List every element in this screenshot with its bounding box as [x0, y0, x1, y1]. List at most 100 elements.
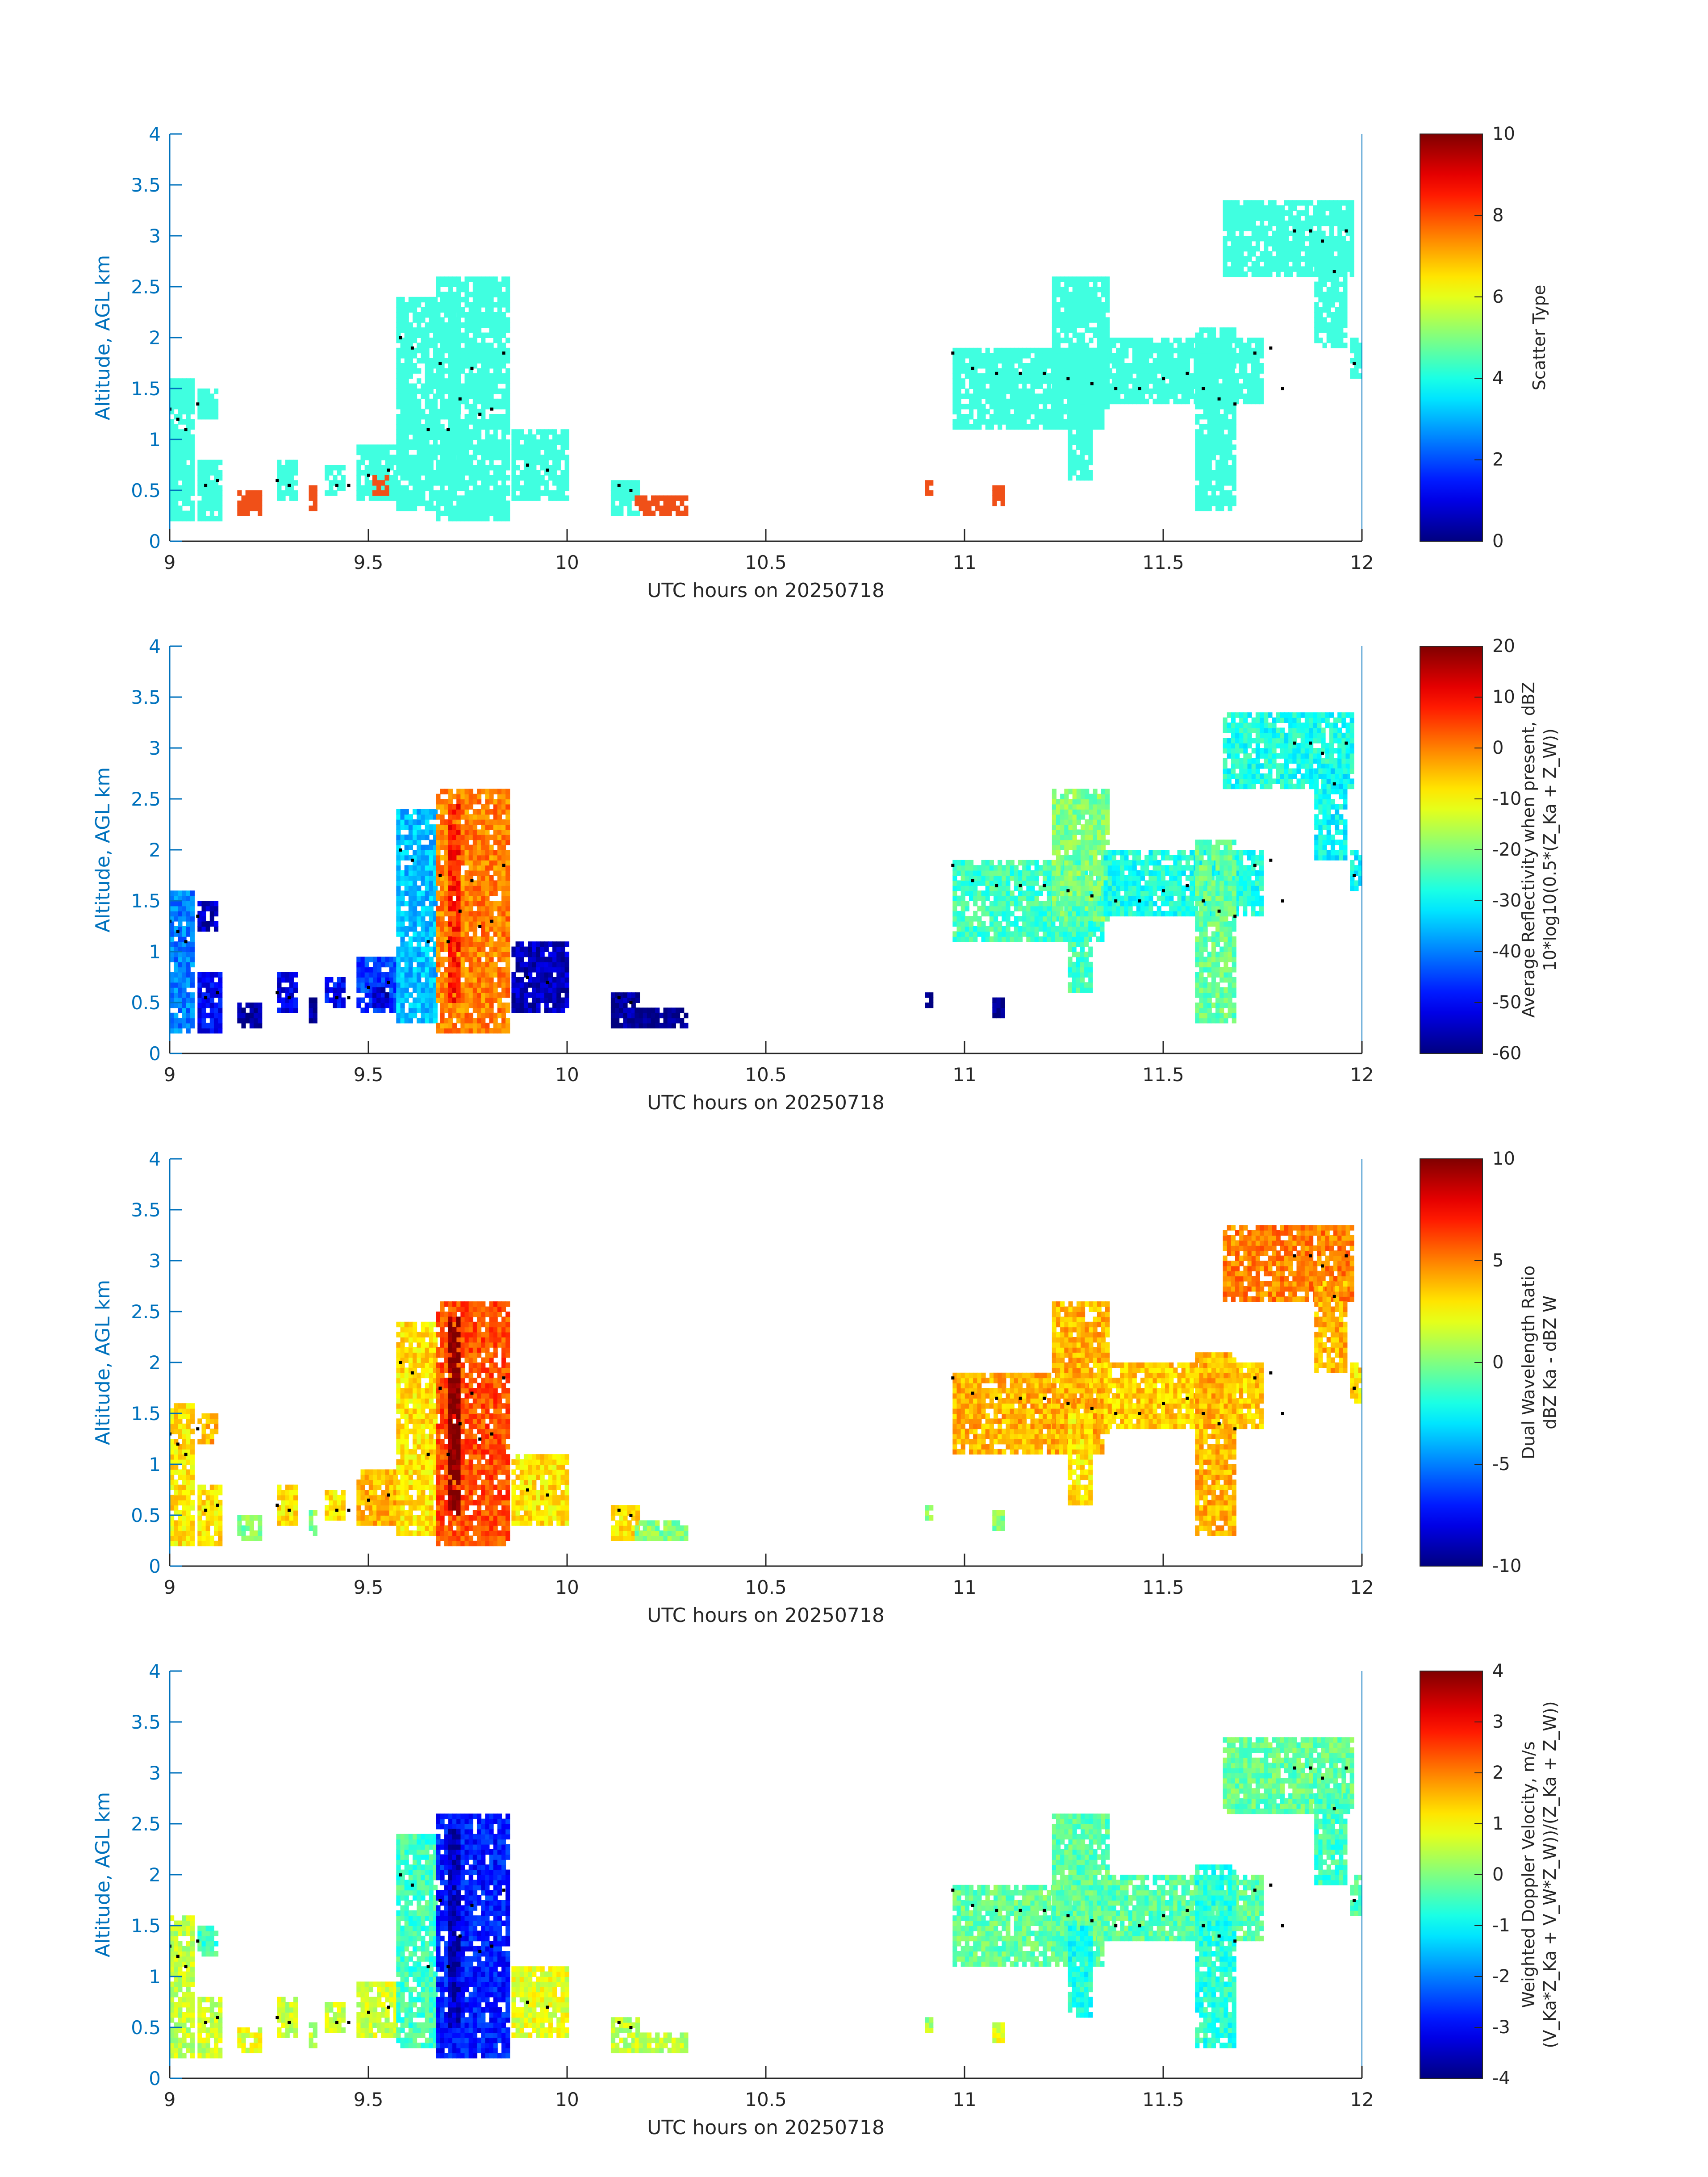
echo-cell — [1093, 327, 1098, 333]
echo-cell — [1314, 312, 1319, 318]
echo-cell — [1309, 215, 1314, 221]
echo-cell — [429, 506, 434, 511]
echo-cell — [360, 449, 365, 455]
echo-cell — [1333, 220, 1338, 226]
echo-cell — [460, 383, 465, 389]
echo-cell — [1228, 465, 1232, 471]
echo-cell — [519, 495, 524, 501]
echo-cell — [452, 281, 457, 287]
echo-cell — [421, 353, 426, 359]
echo-cell — [440, 500, 445, 506]
echo-cell — [1056, 378, 1061, 384]
echo-cell — [472, 393, 477, 399]
echo-cell — [977, 404, 982, 409]
echo-cell — [400, 931, 405, 937]
echo-cell — [1228, 368, 1232, 374]
y-tick-label: 1.5 — [131, 378, 161, 400]
echo-cell — [245, 1018, 250, 1024]
echo-cell — [1325, 236, 1330, 242]
echo-cell — [249, 1003, 254, 1008]
echo-cell — [476, 332, 482, 338]
echo-cell — [412, 465, 418, 471]
echo-cell — [396, 834, 401, 840]
echo-cell — [452, 383, 457, 389]
echo-cell — [1272, 261, 1277, 267]
echo-cell — [1326, 302, 1331, 308]
echo-cell — [540, 439, 545, 445]
echo-cell — [404, 485, 409, 491]
echo-cell — [536, 455, 541, 460]
echo-cell — [548, 470, 553, 476]
echo-region-14 — [610, 480, 640, 516]
echo-cell — [1288, 220, 1293, 226]
echo-cell — [186, 439, 191, 445]
echo-cell — [501, 281, 506, 287]
echo-cell — [1227, 220, 1232, 226]
echo-cell — [452, 347, 457, 354]
echo-cell — [552, 480, 557, 486]
echo-cell — [1195, 398, 1200, 405]
echo-cell — [396, 885, 401, 891]
echo-cell — [412, 490, 418, 496]
echo-cell — [1006, 353, 1011, 359]
echo-cell — [393, 490, 398, 496]
echo-cell — [489, 480, 494, 486]
echo-cell — [1288, 205, 1293, 211]
echo-cell — [485, 393, 490, 399]
echo-cell — [372, 967, 378, 973]
echo-cell — [389, 972, 394, 978]
echo-cell — [1120, 343, 1125, 348]
echo-cell — [1199, 465, 1204, 471]
echo-cell — [404, 327, 409, 333]
echo-cell — [372, 997, 377, 1003]
echo-region-23 — [1350, 338, 1362, 379]
echo-cell — [992, 485, 997, 491]
echo-cell — [1060, 347, 1065, 354]
echo-cell — [377, 982, 382, 988]
echo-cell — [396, 906, 401, 911]
echo-cell — [1224, 389, 1228, 394]
echo-cell — [444, 312, 449, 318]
cloud-base-dot — [1090, 382, 1094, 385]
cloud-base-dot — [478, 413, 482, 416]
echo-cell — [186, 455, 191, 460]
echo-cell — [174, 967, 179, 973]
echo-cell — [1326, 312, 1331, 318]
echo-cell — [209, 982, 214, 988]
echo-cell — [1296, 266, 1301, 272]
echo-cell — [425, 297, 430, 303]
echo-cell — [1047, 347, 1052, 354]
echo-cell — [464, 404, 469, 409]
echo-cell — [1072, 378, 1077, 384]
echo-cell — [1322, 271, 1327, 277]
echo-cell — [1292, 215, 1297, 221]
echo-cell — [501, 332, 506, 338]
echo-cell — [237, 1007, 242, 1013]
echo-cell — [464, 281, 469, 287]
echo-cell — [404, 404, 409, 409]
echo-cell — [1076, 475, 1081, 481]
echo-cell — [400, 957, 405, 962]
echo-cell — [190, 516, 195, 522]
echo-cell — [1169, 389, 1174, 394]
echo-cell — [1144, 353, 1149, 359]
echo-cell — [400, 495, 405, 501]
echo-cell — [313, 1003, 317, 1008]
echo-cell — [468, 373, 473, 379]
echo-cell — [1224, 449, 1228, 455]
echo-cell — [1228, 500, 1232, 506]
echo-cell — [489, 327, 494, 333]
echo-cell — [186, 992, 191, 998]
echo-cell — [182, 460, 187, 465]
echo-cell — [1207, 485, 1212, 491]
echo-cell — [1076, 287, 1081, 292]
echo-cell — [408, 470, 413, 476]
echo-cell — [241, 500, 246, 506]
echo-cell — [493, 378, 498, 384]
echo-cell — [639, 500, 643, 506]
echo-cell — [293, 480, 298, 486]
echo-cell — [489, 506, 494, 511]
echo-cell — [1329, 226, 1334, 231]
echo-cell — [178, 439, 183, 445]
echo-cell — [1103, 338, 1108, 343]
